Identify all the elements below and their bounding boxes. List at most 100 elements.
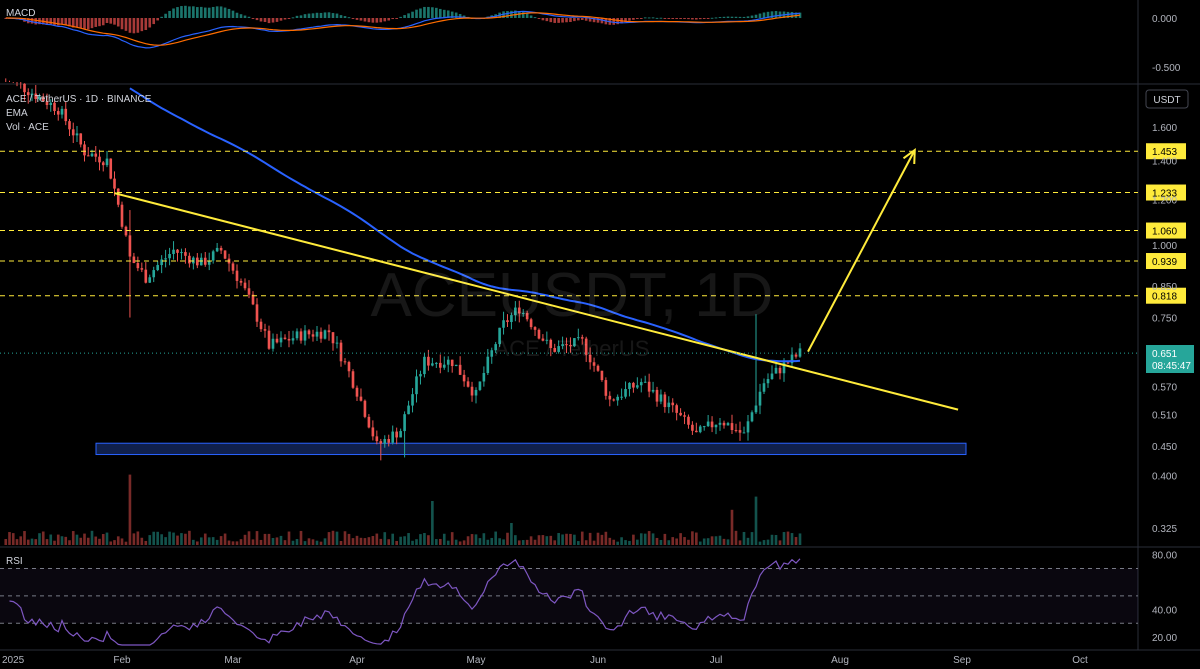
volume-bar <box>525 539 529 545</box>
macd-histogram-bar <box>375 18 379 23</box>
macd-histogram-bar <box>774 11 778 18</box>
candle-body <box>136 263 140 269</box>
candle-body <box>762 383 766 392</box>
volume-bar <box>687 539 690 545</box>
macd-legend[interactable]: MACD <box>6 8 35 19</box>
candle-body <box>726 423 730 426</box>
volume-bar <box>628 540 631 545</box>
volume-bar <box>407 533 410 545</box>
candle-body <box>383 439 387 444</box>
candle-body <box>176 249 179 253</box>
macd-histogram-bar <box>168 10 171 18</box>
candle-body <box>375 436 379 442</box>
volume-bar <box>105 532 109 545</box>
candle-body <box>188 255 191 264</box>
currency-badge[interactable]: USDT <box>1153 95 1180 106</box>
volume-bar <box>714 536 718 545</box>
macd-histogram-bar <box>588 18 592 22</box>
candle-body <box>207 260 211 265</box>
macd-histogram-bar <box>628 18 631 21</box>
volume-bar <box>450 532 454 545</box>
ema-legend[interactable]: EMA <box>6 108 28 119</box>
macd-histogram-bar <box>203 7 207 18</box>
volume-bar <box>726 539 730 545</box>
macd-histogram-bar <box>742 16 746 18</box>
macd-histogram-bar <box>105 18 109 23</box>
macd-histogram-bar <box>307 13 311 18</box>
macd-histogram-bar <box>573 18 576 22</box>
volume-bar <box>790 533 794 545</box>
candle-body <box>287 338 291 341</box>
symbol-title[interactable]: ACE / TetherUS · 1D · BINANCE <box>6 94 152 105</box>
candle-body <box>124 226 128 236</box>
candle-body <box>215 247 219 252</box>
macd-histogram-bar <box>140 18 144 32</box>
volume-bar <box>375 533 379 545</box>
candle-body <box>311 334 315 337</box>
macd-histogram-bar <box>271 18 275 23</box>
volume-bar <box>395 540 398 545</box>
volume-bar <box>383 532 387 545</box>
volume-bar <box>271 538 275 545</box>
candle-body <box>30 93 34 96</box>
volume-bar <box>203 533 207 545</box>
volume-bar <box>506 532 509 545</box>
macd-histogram-bar <box>243 15 247 18</box>
volume-bar <box>64 536 68 545</box>
candle-body <box>592 362 596 366</box>
price-tick-label: 1.000 <box>1152 241 1177 252</box>
macd-histogram-bar <box>580 18 584 20</box>
macd-histogram-bar <box>86 18 90 30</box>
candle-body <box>730 423 734 431</box>
candle-body <box>148 277 152 283</box>
macd-histogram-bar <box>68 18 71 27</box>
currency-badge-bg[interactable] <box>1145 89 1189 109</box>
macd-histogram-bar <box>56 18 60 26</box>
candle-body <box>41 96 45 102</box>
candle-body <box>651 389 655 392</box>
volume-bar <box>695 532 698 545</box>
macd-histogram-bar <box>438 8 442 18</box>
candle-body <box>168 253 171 259</box>
volume-legend[interactable]: Vol · ACE <box>6 122 49 133</box>
macd-histogram-bar <box>231 10 235 18</box>
macd-histogram-bar <box>251 18 255 19</box>
candle-body <box>315 331 319 337</box>
candle-body <box>275 338 279 343</box>
volume-bar <box>45 539 49 545</box>
volume-bar <box>616 541 619 545</box>
candle-body <box>722 422 726 426</box>
macd-histogram-bar <box>565 18 568 23</box>
volume-bar <box>778 540 782 545</box>
macd-histogram-bar <box>415 9 418 18</box>
volume-bar <box>458 541 462 545</box>
support-zone <box>95 442 967 456</box>
candle-body <box>557 346 560 352</box>
candle-body <box>608 395 612 400</box>
volume-bar <box>49 534 53 545</box>
volume-bar <box>148 535 152 545</box>
candle-body <box>663 394 667 408</box>
macd-histogram-bar <box>407 13 410 18</box>
bar-countdown: 08:45:47 <box>1152 361 1191 372</box>
volume-bar <box>794 537 798 545</box>
volume-bar <box>192 539 195 545</box>
macd-histogram-bar <box>750 15 754 18</box>
candle-body <box>786 362 790 364</box>
macd-histogram-bar <box>355 18 359 20</box>
macd-histogram-bar <box>255 18 259 21</box>
volume-bar <box>351 538 355 545</box>
macd-histogram-bar <box>351 18 355 19</box>
volume-bar <box>152 531 156 545</box>
volume-bar <box>541 535 545 545</box>
candle-body <box>75 133 79 136</box>
candle-body <box>71 129 75 136</box>
macd-histogram-bar <box>561 18 564 23</box>
macd-histogram-bar <box>450 11 454 18</box>
rsi-legend[interactable]: RSI <box>6 556 23 567</box>
candle-body <box>427 356 430 366</box>
macd-histogram-bar <box>553 18 557 23</box>
candle-body <box>331 332 335 344</box>
